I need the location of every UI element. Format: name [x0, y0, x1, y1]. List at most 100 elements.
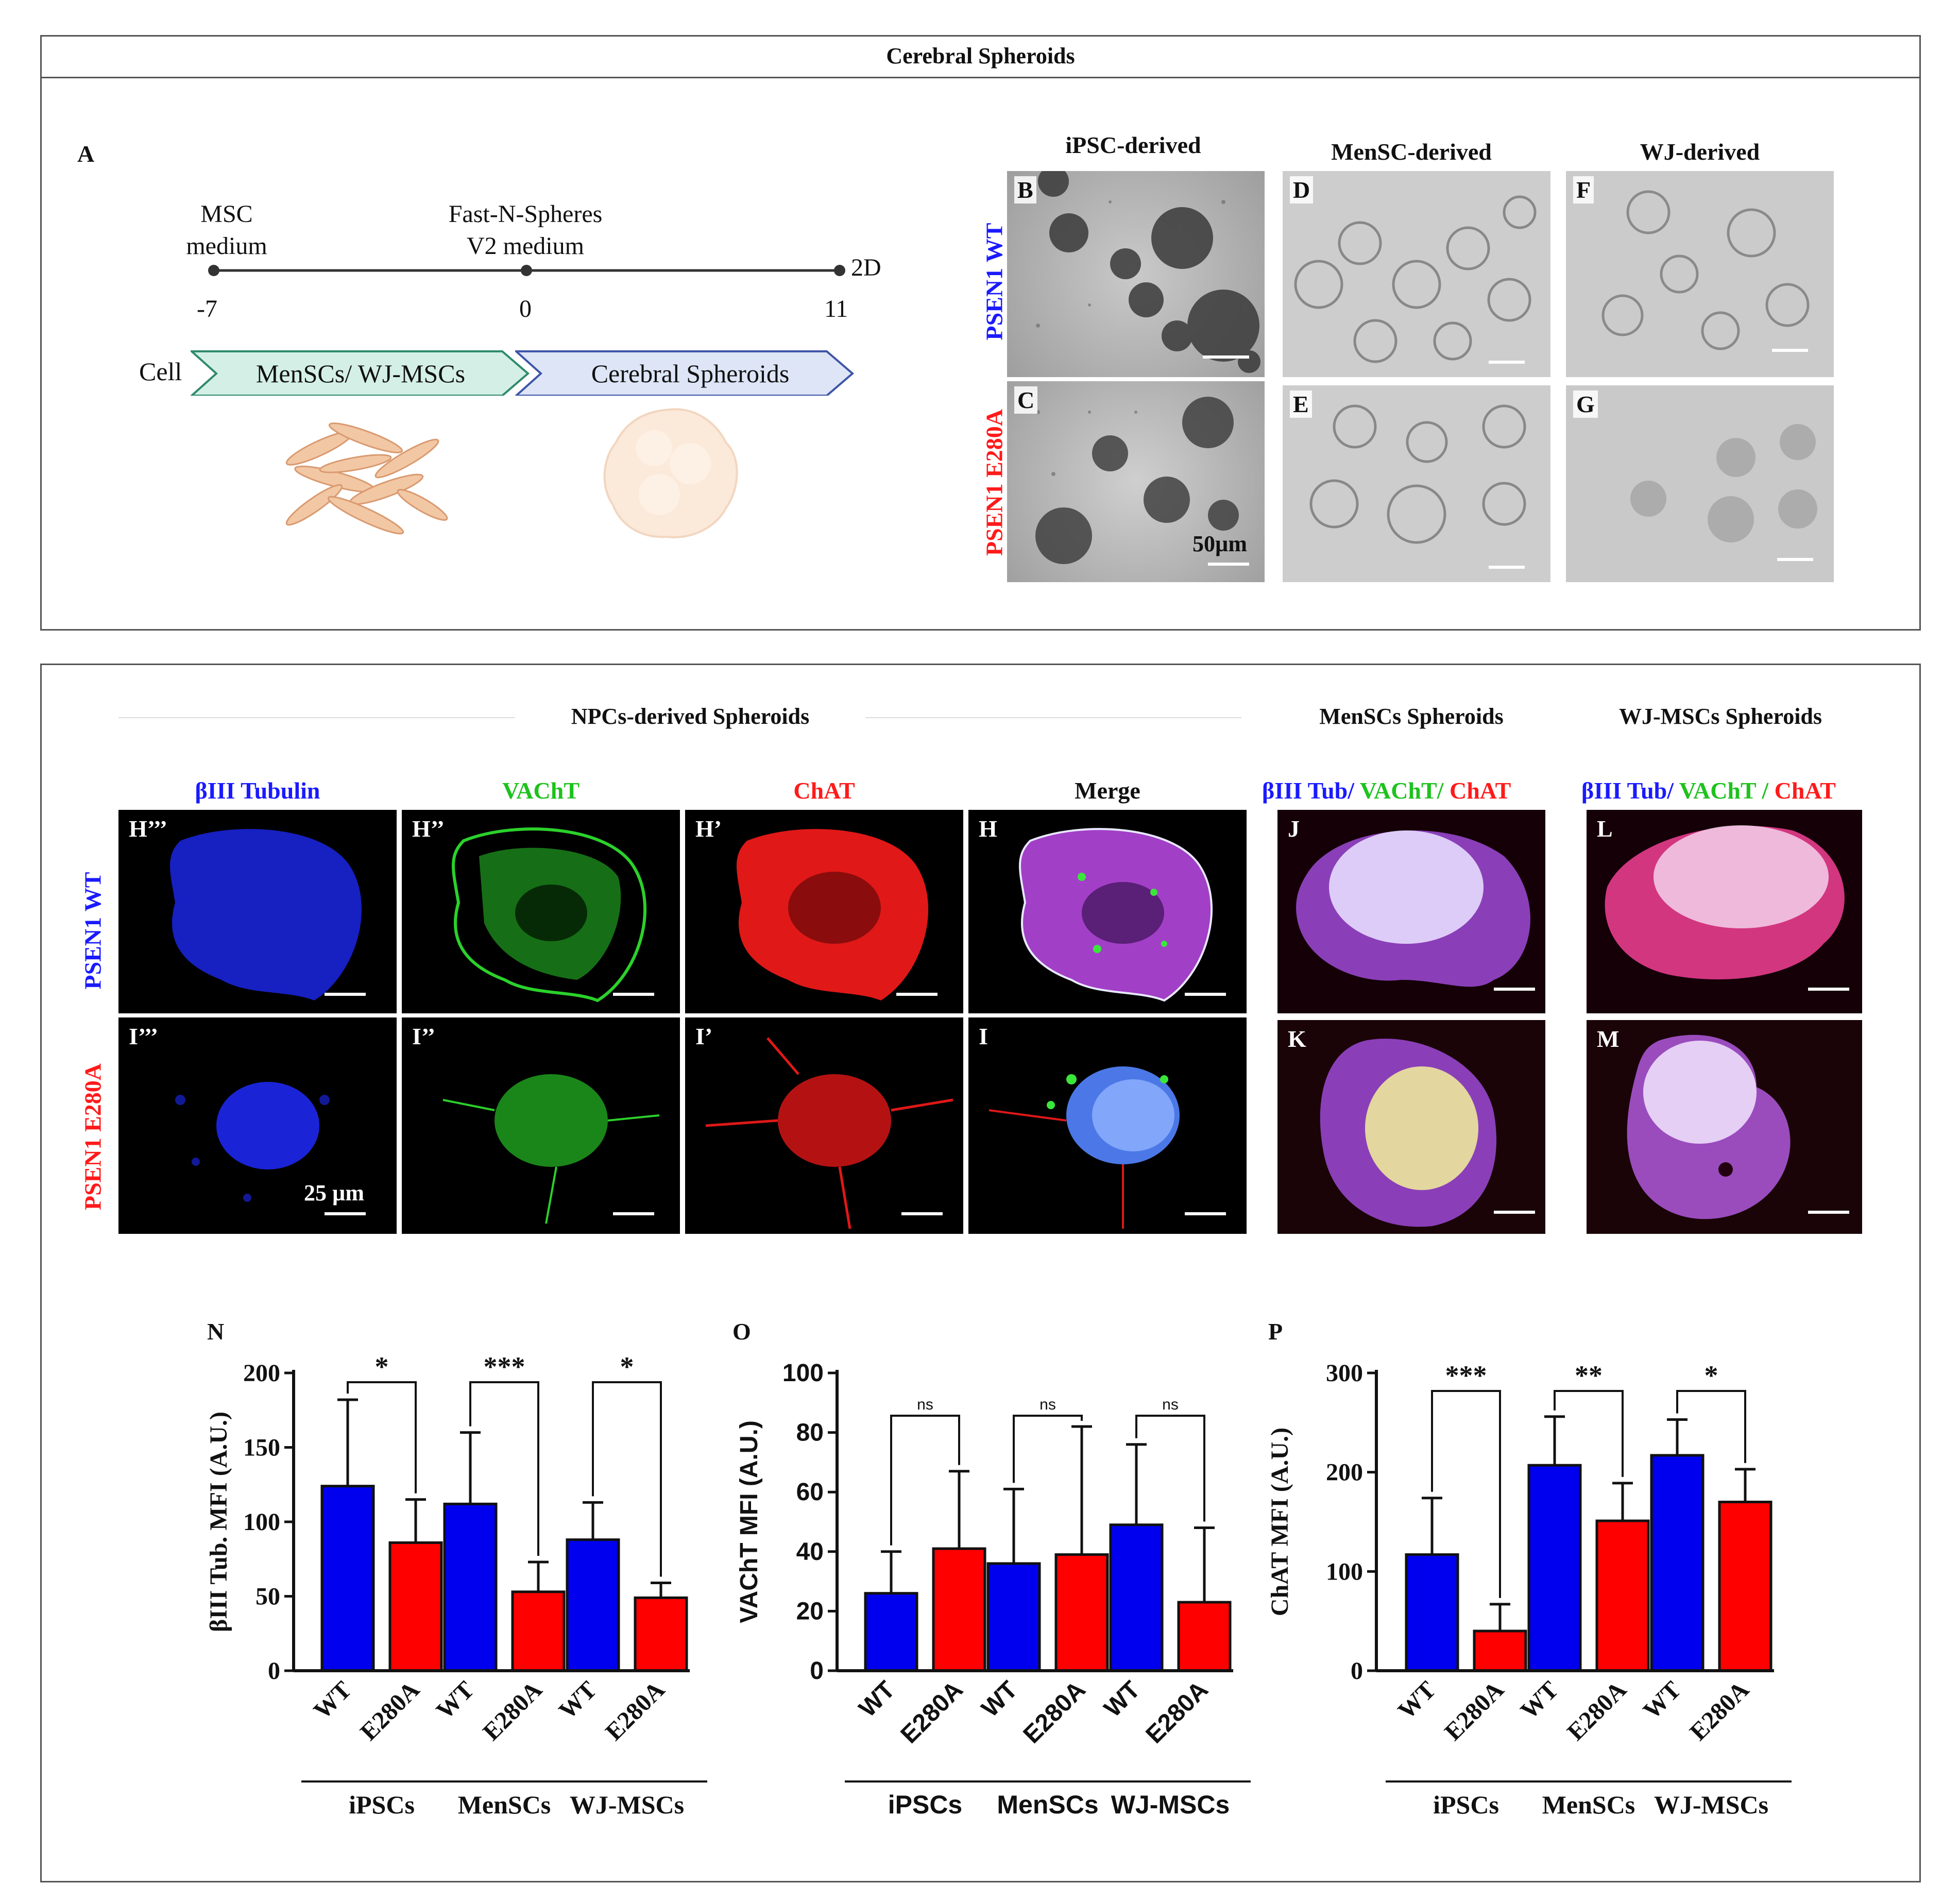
col-head-ipsc: iPSC-derived	[1065, 132, 1201, 158]
merge-head-part: ChAT	[1774, 777, 1836, 804]
tile-label: I	[979, 1023, 988, 1049]
col-head-mensc: MenSC-derived	[1331, 139, 1492, 165]
group-label: MenSCs	[997, 1790, 1098, 1819]
significance-label: ***	[1445, 1360, 1487, 1391]
fluor-content	[452, 827, 647, 1003]
y-tick-label: 40	[796, 1538, 824, 1566]
x-tick-label: E280A	[1439, 1676, 1509, 1746]
scale-bar	[1777, 558, 1813, 561]
group-label: WJ-MSCs	[570, 1790, 684, 1819]
micrograph-content	[1630, 424, 1817, 542]
x-tick-label: WT	[431, 1676, 480, 1724]
tile-label: K	[1288, 1026, 1306, 1052]
scale-bar	[1203, 355, 1249, 359]
significance-bracket	[1135, 1415, 1205, 1522]
tile-label: H’	[695, 816, 722, 842]
title-divider	[42, 77, 1919, 78]
channel-head-merge: Merge	[1075, 777, 1140, 804]
phase-label-mscs: MenSCs/ WJ-MSCs	[255, 359, 466, 388]
scale-label: 50µm	[1192, 531, 1248, 556]
significance-label: ns	[1162, 1396, 1179, 1413]
fluor-m: M	[1587, 1020, 1862, 1234]
tile-label: H’’’	[129, 816, 167, 842]
scale-bar	[613, 993, 654, 996]
group-label: WJ-MSCs	[1654, 1790, 1768, 1819]
micrograph-label: D	[1290, 176, 1314, 203]
timeline-axis	[208, 265, 845, 276]
micrograph-content	[1036, 171, 1260, 373]
channel-head-chat: ChAT	[793, 777, 855, 804]
y-tick-label: 200	[243, 1360, 280, 1387]
bar	[932, 1547, 986, 1672]
fluor-content	[1605, 825, 1845, 980]
significance-bracket	[890, 1415, 960, 1546]
panel-letter: O	[732, 1319, 751, 1345]
micrograph-label: C	[1014, 386, 1038, 414]
group-label: MenSCs	[458, 1790, 551, 1819]
fluor-h1: H’	[685, 810, 963, 1013]
fluor-l: L	[1587, 810, 1862, 1013]
fluor-j: J	[1277, 810, 1545, 1013]
timeline-label-line1: MSC	[200, 200, 253, 228]
x-tick-label: E280A	[355, 1676, 425, 1746]
micrograph-content	[1035, 397, 1239, 564]
bar	[1054, 1553, 1109, 1672]
group-label: iPSCs	[349, 1790, 415, 1819]
group-label: iPSCs	[1433, 1790, 1499, 1819]
timeline-point	[521, 265, 532, 276]
timeline-label-msc: MSC medium	[170, 198, 283, 262]
micrograph-content	[1309, 404, 1526, 544]
tile-label: I’’’	[129, 1023, 159, 1049]
y-tick-label: 50	[255, 1583, 280, 1610]
x-tick-label: WT	[1393, 1676, 1441, 1724]
npc-spheroids-title: NPCs-derived Spheroids	[515, 703, 865, 729]
significance-bracket	[347, 1381, 417, 1493]
bar	[1109, 1523, 1164, 1672]
x-tick-label: E280A	[1141, 1676, 1214, 1749]
fluor-i: I	[968, 1017, 1247, 1234]
merge-head-part: VAChT /	[1679, 777, 1775, 804]
fluor-k: K	[1277, 1020, 1545, 1234]
micrograph-label: F	[1573, 176, 1594, 203]
merge-head-part: βIII Tub/	[1262, 777, 1360, 804]
x-tick-label: WT	[854, 1676, 900, 1722]
fluor-h: H	[968, 810, 1247, 1013]
merge-head-mensc: βIII Tub/ VAChT/ ChAT	[1262, 777, 1511, 804]
y-axis-label: βIII Tub. MFI (A.U.)	[205, 1412, 232, 1632]
scale-bar	[896, 993, 938, 996]
y-axis-label: ChAT MFI (A.U.)	[1266, 1428, 1293, 1616]
fluor-content	[1320, 1039, 1496, 1227]
significance-label: *	[620, 1351, 634, 1382]
timeline-label-line1: Fast-N-Spheres	[448, 200, 603, 228]
scale-label: 25 µm	[304, 1180, 365, 1206]
mensc-spheroids-title: MenSCs Spheroids	[1319, 704, 1504, 729]
y-tick-label: 200	[1326, 1459, 1363, 1486]
channel-head-tubulin: βIII Tubulin	[195, 777, 320, 804]
fluor-content	[442, 1074, 660, 1224]
mesenchymal-cells-illustration	[285, 422, 448, 535]
significance-label: ns	[917, 1396, 933, 1413]
scale-bar	[1489, 566, 1525, 569]
significance-label: ***	[484, 1351, 525, 1382]
bar	[864, 1592, 918, 1672]
fluor-content	[1296, 830, 1530, 987]
bar	[1650, 1454, 1705, 1672]
x-tick-label: E280A	[600, 1676, 670, 1746]
tile-label: L	[1597, 816, 1613, 842]
row-label-psen1-e280a-bottom: PSEN1 E280A	[79, 1063, 106, 1210]
micrograph-d: D	[1283, 171, 1550, 377]
timeline-point	[834, 265, 845, 276]
x-tick-label: WT	[1515, 1676, 1564, 1724]
cell-label: Cell	[139, 357, 182, 386]
y-tick-label: 300	[1326, 1360, 1363, 1387]
y-tick-label: 100	[1326, 1558, 1363, 1585]
x-tick-label: E280A	[478, 1676, 548, 1746]
significance-label: *	[1705, 1360, 1718, 1391]
scale-bar	[1185, 993, 1226, 996]
y-tick-label: 20	[796, 1598, 824, 1625]
scale-bar	[1489, 361, 1525, 364]
timeline-label-2d: 2D	[851, 254, 881, 281]
panel-letter: N	[207, 1319, 224, 1345]
y-tick-label: 60	[796, 1479, 824, 1506]
